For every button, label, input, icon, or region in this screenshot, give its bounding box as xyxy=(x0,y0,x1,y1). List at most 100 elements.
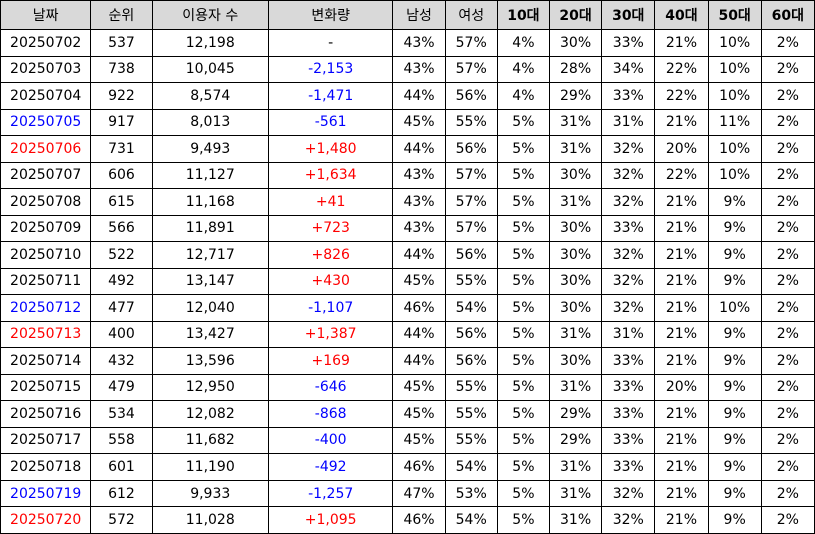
cell-age-10s: 5% xyxy=(496,135,550,163)
cell-age-10s: 4% xyxy=(496,82,550,110)
cell-age-30s: 33% xyxy=(601,82,656,110)
cell-users: 11,190 xyxy=(151,453,269,481)
cell-age-40s: 21% xyxy=(654,108,709,137)
cell-age-60s: 2% xyxy=(760,29,815,57)
header-female: 여성 xyxy=(444,0,498,30)
table-row: 20250710 522 12,717 +826 44% 56% 5% 30% 32% 21% 9%… xyxy=(0,241,815,269)
cell-rank: 572 xyxy=(90,506,153,534)
cell-age-40s: 21% xyxy=(654,426,709,455)
cell-age-40s: 21% xyxy=(654,267,709,296)
cell-change: - xyxy=(267,29,394,57)
cell-age-40s: 21% xyxy=(654,453,709,481)
cell-female: 56% xyxy=(444,241,498,269)
header-age-60s: 60대 xyxy=(760,0,815,30)
cell-date: 20250707 xyxy=(0,161,92,190)
cell-age-20s: 31% xyxy=(548,320,603,349)
cell-female: 54% xyxy=(444,294,498,322)
cell-age-10s: 5% xyxy=(496,479,550,508)
cell-age-30s: 32% xyxy=(601,188,656,216)
cell-female: 55% xyxy=(444,400,498,428)
cell-rank: 492 xyxy=(90,267,153,296)
cell-change: +723 xyxy=(267,214,394,243)
cell-male: 46% xyxy=(392,294,446,322)
cell-age-20s: 29% xyxy=(548,426,603,455)
cell-age-10s: 5% xyxy=(496,373,550,402)
cell-age-30s: 31% xyxy=(601,320,656,349)
cell-female: 56% xyxy=(444,320,498,349)
cell-change: +826 xyxy=(267,241,394,269)
cell-age-50s: 9% xyxy=(707,479,762,508)
cell-change: -1,107 xyxy=(267,294,394,322)
cell-age-60s: 2% xyxy=(760,347,815,375)
cell-age-10s: 5% xyxy=(496,161,550,190)
cell-rank: 738 xyxy=(90,55,153,84)
cell-users: 11,682 xyxy=(151,426,269,455)
cell-age-40s: 21% xyxy=(654,29,709,57)
cell-change: +1,480 xyxy=(267,135,394,163)
table-row: 20250718 601 11,190 -492 46% 54% 5% 31% 33% 21% 9%… xyxy=(0,453,815,481)
cell-age-60s: 2% xyxy=(760,267,815,296)
cell-age-50s: 9% xyxy=(707,373,762,402)
cell-rank: 537 xyxy=(90,29,153,57)
cell-rank: 606 xyxy=(90,161,153,190)
cell-female: 55% xyxy=(444,373,498,402)
table-row: 20250706 731 9,493 +1,480 44% 56% 5% 31% 32% 20% 1… xyxy=(0,135,815,163)
cell-age-20s: 31% xyxy=(548,188,603,216)
cell-users: 11,891 xyxy=(151,214,269,243)
table-row: 20250712 477 12,040 -1,107 46% 54% 5% 30% 32% 21%… xyxy=(0,294,815,322)
cell-rank: 922 xyxy=(90,82,153,110)
cell-female: 55% xyxy=(444,267,498,296)
cell-age-40s: 21% xyxy=(654,294,709,322)
cell-age-10s: 5% xyxy=(496,214,550,243)
cell-age-40s: 22% xyxy=(654,82,709,110)
cell-age-20s: 31% xyxy=(548,506,603,534)
cell-age-10s: 5% xyxy=(496,241,550,269)
cell-age-30s: 33% xyxy=(601,214,656,243)
cell-male: 45% xyxy=(392,108,446,137)
table-row: 20250716 534 12,082 -868 45% 55% 5% 29% 33% 21% 9%… xyxy=(0,400,815,428)
cell-age-40s: 20% xyxy=(654,373,709,402)
cell-age-60s: 2% xyxy=(760,135,815,163)
cell-age-50s: 9% xyxy=(707,241,762,269)
header-rank: 순위 xyxy=(90,0,153,30)
cell-age-20s: 31% xyxy=(548,453,603,481)
cell-age-50s: 9% xyxy=(707,453,762,481)
cell-age-50s: 10% xyxy=(707,135,762,163)
cell-male: 43% xyxy=(392,29,446,57)
cell-age-50s: 10% xyxy=(707,294,762,322)
cell-female: 57% xyxy=(444,29,498,57)
cell-users: 11,028 xyxy=(151,506,269,534)
cell-age-10s: 5% xyxy=(496,347,550,375)
cell-age-30s: 33% xyxy=(601,400,656,428)
cell-date: 20250718 xyxy=(0,453,92,481)
cell-age-20s: 30% xyxy=(548,214,603,243)
cell-change: +1,095 xyxy=(267,506,394,534)
cell-rank: 917 xyxy=(90,108,153,137)
cell-users: 10,045 xyxy=(151,55,269,84)
cell-age-10s: 5% xyxy=(496,506,550,534)
cell-age-50s: 9% xyxy=(707,188,762,216)
cell-change: -2,153 xyxy=(267,55,394,84)
cell-age-20s: 30% xyxy=(548,347,603,375)
cell-male: 45% xyxy=(392,267,446,296)
cell-age-30s: 31% xyxy=(601,108,656,137)
cell-age-20s: 29% xyxy=(548,400,603,428)
cell-male: 43% xyxy=(392,188,446,216)
cell-users: 9,493 xyxy=(151,135,269,163)
cell-female: 56% xyxy=(444,82,498,110)
cell-date: 20250704 xyxy=(0,82,92,110)
cell-age-20s: 30% xyxy=(548,29,603,57)
cell-age-50s: 10% xyxy=(707,29,762,57)
cell-users: 13,427 xyxy=(151,320,269,349)
cell-users: 12,950 xyxy=(151,373,269,402)
cell-age-60s: 2% xyxy=(760,214,815,243)
cell-change: +169 xyxy=(267,347,394,375)
cell-age-10s: 4% xyxy=(496,29,550,57)
cell-change: -561 xyxy=(267,108,394,137)
table-row: 20250720 572 11,028 +1,095 46% 54% 5% 31% 32% 21%… xyxy=(0,506,815,534)
cell-age-40s: 21% xyxy=(654,188,709,216)
cell-female: 54% xyxy=(444,453,498,481)
cell-age-40s: 21% xyxy=(654,214,709,243)
cell-age-50s: 10% xyxy=(707,161,762,190)
